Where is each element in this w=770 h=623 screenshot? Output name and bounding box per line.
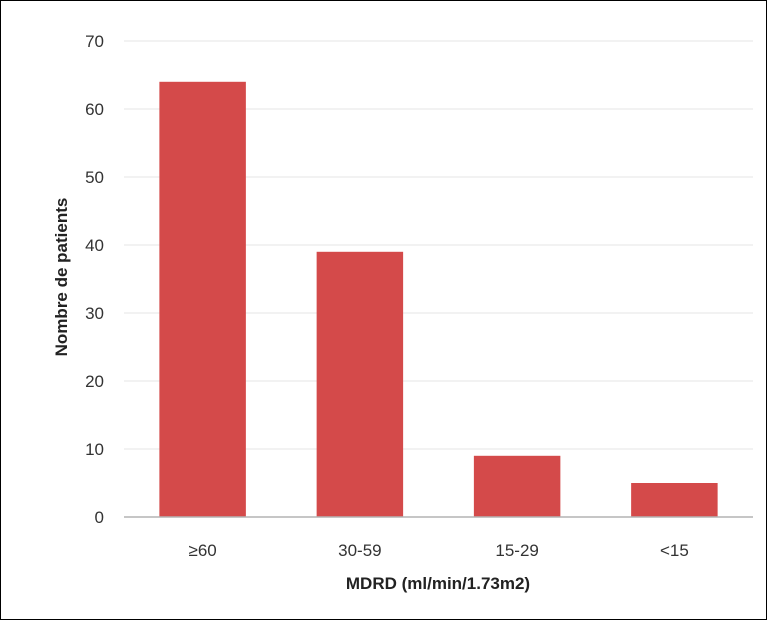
y-axis-title: Nombre de patients <box>52 198 71 357</box>
y-tick-label: 20 <box>85 372 104 391</box>
bars <box>159 81 718 518</box>
bar-0 <box>159 81 246 518</box>
y-tick-label: 70 <box>85 32 104 51</box>
x-tick-label: <15 <box>660 541 689 560</box>
x-tick-label: 30-59 <box>338 541 381 560</box>
y-tick-labels: 0 10 20 30 40 50 60 70 <box>85 32 104 527</box>
bar-3 <box>631 483 718 517</box>
x-axis-title: MDRD (ml/min/1.73m2) <box>346 574 530 593</box>
bar-1 <box>316 251 404 518</box>
x-tick-label: ≥60 <box>189 541 217 560</box>
y-tick-label: 40 <box>85 236 104 255</box>
y-tick-label: 0 <box>95 508 104 527</box>
bar-2 <box>473 455 561 517</box>
y-tick-label: 30 <box>85 304 104 323</box>
y-tick-label: 10 <box>85 440 104 459</box>
x-tick-label: 15-29 <box>495 541 538 560</box>
y-tick-label: 60 <box>85 100 104 119</box>
x-tick-labels: ≥60 30-59 15-29 <15 <box>189 541 689 560</box>
y-tick-label: 50 <box>85 168 104 187</box>
